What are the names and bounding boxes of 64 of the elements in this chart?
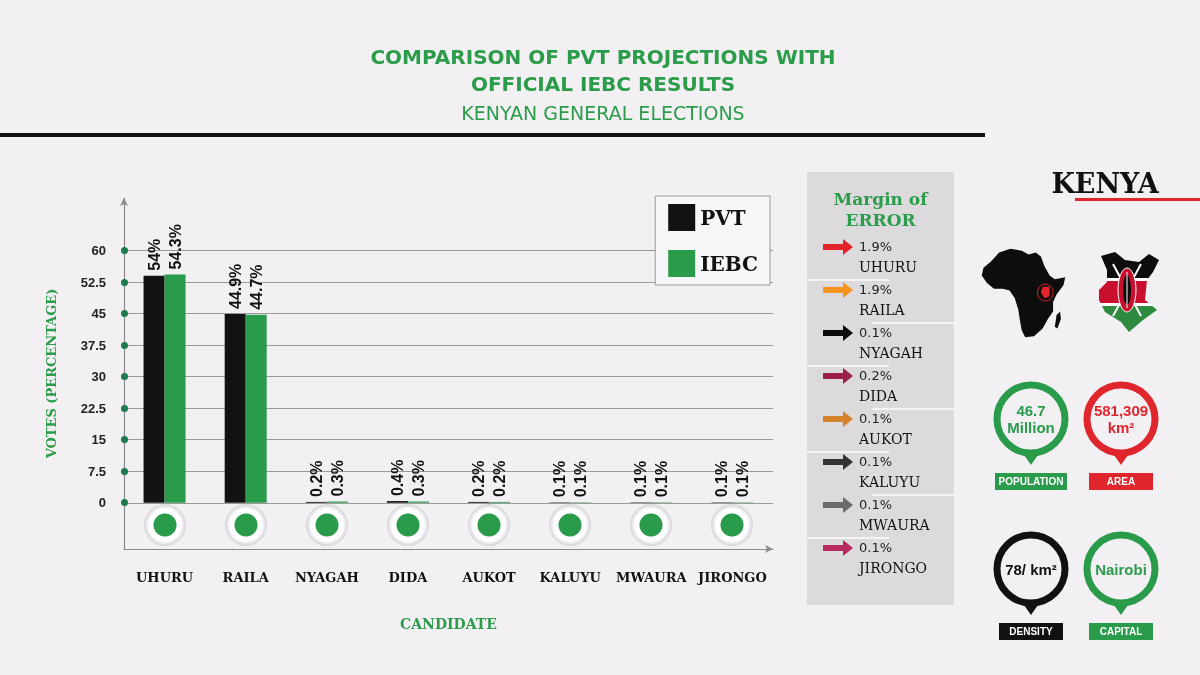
category-label: NYAGAH <box>859 344 924 363</box>
chart-subtitle: KENYAN GENERAL ELECTIONS <box>460 101 746 125</box>
category-label: MWAURA <box>859 516 930 535</box>
y-tick-label: 22.5 <box>80 400 106 416</box>
x-tick-label: UHURU <box>136 570 194 585</box>
data-label: 0.2% <box>491 460 509 497</box>
legend-label: IEBC <box>700 251 758 276</box>
text: 46.7 Million <box>1007 402 1055 436</box>
x-tick-label: KALUYU <box>539 570 602 585</box>
data-label: 0.1% <box>713 460 731 498</box>
category-label: AUKOT <box>859 430 912 449</box>
text: Margin of ERROR <box>832 189 930 231</box>
text: 0.1% <box>859 325 893 340</box>
data-label: 0.2% <box>307 460 325 497</box>
text: 0.2% <box>859 368 893 383</box>
y-tick-label: 60 <box>91 243 106 259</box>
x-tick-label: MWAURA <box>616 570 688 585</box>
y-tick-label: 7.5 <box>87 463 106 479</box>
category-label: DENSITY <box>999 623 1063 640</box>
data-label: 0.1% <box>653 460 671 498</box>
category-label: KALUYU <box>859 473 921 492</box>
x-tick-label: DIDA <box>388 570 429 585</box>
x-tick-label: RAILA <box>222 570 270 585</box>
text: KENYA <box>1050 168 1160 200</box>
data-label: 54.3% <box>166 224 184 270</box>
text: 1.9% <box>859 282 893 297</box>
x-tick-label: AUKOT <box>461 570 517 585</box>
data-label: 44.9% <box>226 263 244 310</box>
text: 1.9% <box>859 239 893 254</box>
data-label: 0.3% <box>328 460 346 497</box>
y-tick-label: 0 <box>98 495 106 511</box>
text: 78/ km² <box>1005 560 1057 578</box>
chart-title: COMPARISON OF PVT PROJECTIONS WITH OFFICIAL IEBC RESULTS <box>369 44 837 98</box>
x-tick-label: NYAGAH <box>294 570 359 585</box>
data-label: 0.1% <box>551 460 569 498</box>
category-label: DIDA <box>859 387 898 406</box>
data-label: 0.4% <box>388 459 406 497</box>
category-label: UHURU <box>859 258 918 277</box>
y-tick-label: 30 <box>91 369 106 385</box>
legend-label: PVT <box>700 205 746 230</box>
category-label: CAPITAL <box>1089 623 1153 640</box>
data-label: 44.7% <box>247 264 265 310</box>
text: 581,309 km² <box>1093 402 1149 436</box>
y-tick-label: 52.5 <box>80 274 106 290</box>
text: 0.1% <box>859 540 893 555</box>
x-tick-label: JIRONGO <box>697 570 767 585</box>
category-label: AREA <box>1089 473 1153 490</box>
data-label: 54% <box>145 238 163 271</box>
y-tick-label: 37.5 <box>80 337 106 353</box>
data-label: 0.1% <box>734 460 752 498</box>
text: 0.1% <box>859 497 893 512</box>
category-label: POPULATION <box>994 473 1068 490</box>
text: 0.1% <box>859 411 893 426</box>
data-label: 0.1% <box>572 460 590 498</box>
x-axis-title: CANDIDATE <box>400 616 497 632</box>
y-tick-label: 15 <box>91 432 106 448</box>
data-label: 0.1% <box>632 460 650 498</box>
data-label: 0.3% <box>409 460 427 497</box>
y-axis-title: VOTES (PERCENTAGE) <box>44 288 59 460</box>
text: Nairobi <box>1095 560 1147 578</box>
category-label: RAILA <box>859 301 905 320</box>
data-label: 0.2% <box>470 460 488 497</box>
text: 0.1% <box>859 454 893 469</box>
y-tick-label: 45 <box>91 306 106 322</box>
